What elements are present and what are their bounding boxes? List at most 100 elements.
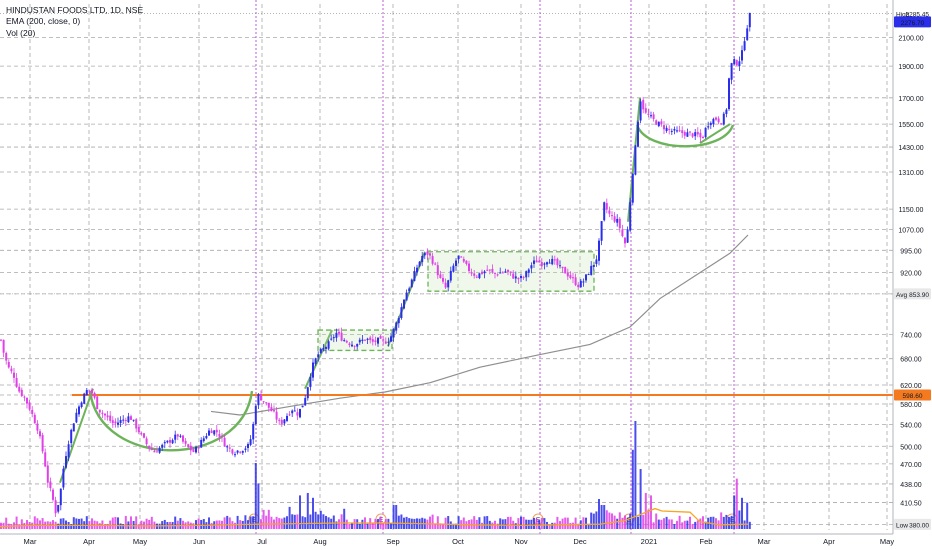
volume-bar bbox=[540, 517, 543, 529]
volume-bar bbox=[473, 516, 476, 529]
volume-bar bbox=[340, 514, 343, 529]
candle-up bbox=[208, 430, 210, 436]
candle-up bbox=[117, 422, 119, 425]
volume-bar bbox=[332, 515, 335, 529]
volume-bar bbox=[15, 516, 18, 529]
volume-bar bbox=[130, 516, 132, 529]
volume-bar bbox=[72, 517, 75, 529]
volume-bar bbox=[137, 524, 140, 529]
candle-up bbox=[616, 218, 619, 223]
candle-up bbox=[447, 280, 450, 288]
time-tick-label: Feb bbox=[700, 537, 713, 546]
candle-up bbox=[639, 101, 642, 121]
volume-bar bbox=[712, 516, 715, 529]
candle-up bbox=[309, 376, 312, 388]
price-tick-label: 540.00 bbox=[900, 422, 922, 429]
volume-bar bbox=[491, 522, 494, 529]
candle-down bbox=[538, 260, 541, 263]
candle-up bbox=[738, 61, 741, 67]
candle-down bbox=[561, 266, 564, 269]
volume-bar bbox=[150, 516, 153, 529]
volume-bar bbox=[642, 514, 645, 529]
indicator-vol-label[interactable]: Vol (20) bbox=[6, 28, 35, 38]
candle-down bbox=[681, 130, 684, 134]
candle-down bbox=[184, 440, 187, 444]
candle-up bbox=[582, 281, 585, 283]
volume-bar bbox=[98, 523, 101, 529]
volume-bar bbox=[647, 509, 650, 529]
volume-bar bbox=[395, 505, 398, 529]
volume-bar bbox=[234, 522, 236, 529]
candle-up bbox=[499, 272, 502, 274]
candle-down bbox=[475, 276, 478, 278]
volume-bar bbox=[122, 524, 125, 529]
candle-up bbox=[83, 393, 86, 404]
candle-up bbox=[551, 258, 554, 265]
volume-bar bbox=[384, 519, 387, 529]
volume-bar bbox=[704, 521, 707, 529]
candle-down bbox=[197, 447, 200, 449]
candle-down bbox=[564, 267, 567, 274]
price-tick-label: 580.00 bbox=[900, 402, 922, 409]
volume-bar bbox=[631, 449, 634, 529]
volume-bar bbox=[114, 516, 117, 529]
high-badge-bg bbox=[894, 8, 931, 20]
candle-down bbox=[382, 339, 385, 341]
volume-bar bbox=[249, 516, 252, 529]
candle-up bbox=[579, 280, 582, 288]
volume-bar bbox=[236, 515, 239, 529]
candle-up bbox=[452, 265, 455, 272]
volume-bar bbox=[444, 517, 447, 529]
candle-up bbox=[686, 132, 689, 137]
volume-bar bbox=[434, 523, 437, 529]
candle-up bbox=[585, 274, 587, 281]
candles bbox=[0, 12, 751, 518]
volume-bar bbox=[590, 512, 593, 529]
volume-bar bbox=[722, 516, 725, 529]
volume-bar bbox=[39, 520, 41, 529]
candle-down bbox=[439, 274, 442, 278]
candle-up bbox=[395, 322, 398, 331]
candle-up bbox=[67, 444, 70, 458]
candle-down bbox=[496, 274, 499, 276]
candle-up bbox=[122, 419, 125, 421]
candle-up bbox=[410, 279, 413, 288]
volume-bar bbox=[78, 518, 80, 529]
volume-bar bbox=[741, 497, 743, 529]
time-tick-label: Sep bbox=[386, 537, 399, 546]
volume-bar bbox=[673, 524, 676, 529]
candle-up bbox=[634, 145, 637, 175]
volume-bar bbox=[52, 520, 54, 529]
candle-up bbox=[195, 446, 197, 453]
volume-bar bbox=[18, 524, 21, 529]
volume-bar bbox=[738, 510, 741, 529]
volume-bar bbox=[608, 512, 611, 529]
price-tick-label: 500.00 bbox=[900, 444, 922, 451]
volume-bar bbox=[387, 518, 390, 529]
volume-bar bbox=[556, 516, 559, 529]
indicator-ema-label[interactable]: EMA (200, close, 0) bbox=[6, 16, 80, 26]
candle-up bbox=[361, 339, 364, 342]
time-tick-label: Oct bbox=[452, 537, 465, 546]
volume-bar bbox=[106, 523, 109, 529]
candle-down bbox=[540, 262, 543, 267]
volume-bar bbox=[195, 520, 197, 529]
candle-down bbox=[611, 215, 613, 217]
volume-bar bbox=[611, 513, 613, 529]
candle-down bbox=[210, 430, 213, 434]
price-tick-label: 2100.00 bbox=[898, 36, 923, 43]
candle-down bbox=[486, 269, 489, 271]
candle-up bbox=[312, 362, 314, 378]
candle-up bbox=[205, 436, 208, 439]
volume-bar bbox=[501, 519, 504, 529]
candle-up bbox=[457, 255, 460, 260]
volume-bar bbox=[605, 510, 608, 529]
candle-down bbox=[481, 271, 483, 274]
candle-down bbox=[613, 216, 616, 222]
last-price-badge: 2276.70 bbox=[894, 16, 931, 28]
volume-bar bbox=[486, 516, 489, 529]
volume-bar bbox=[366, 523, 369, 529]
volume-bar bbox=[70, 524, 73, 529]
volume-bar bbox=[442, 523, 444, 529]
